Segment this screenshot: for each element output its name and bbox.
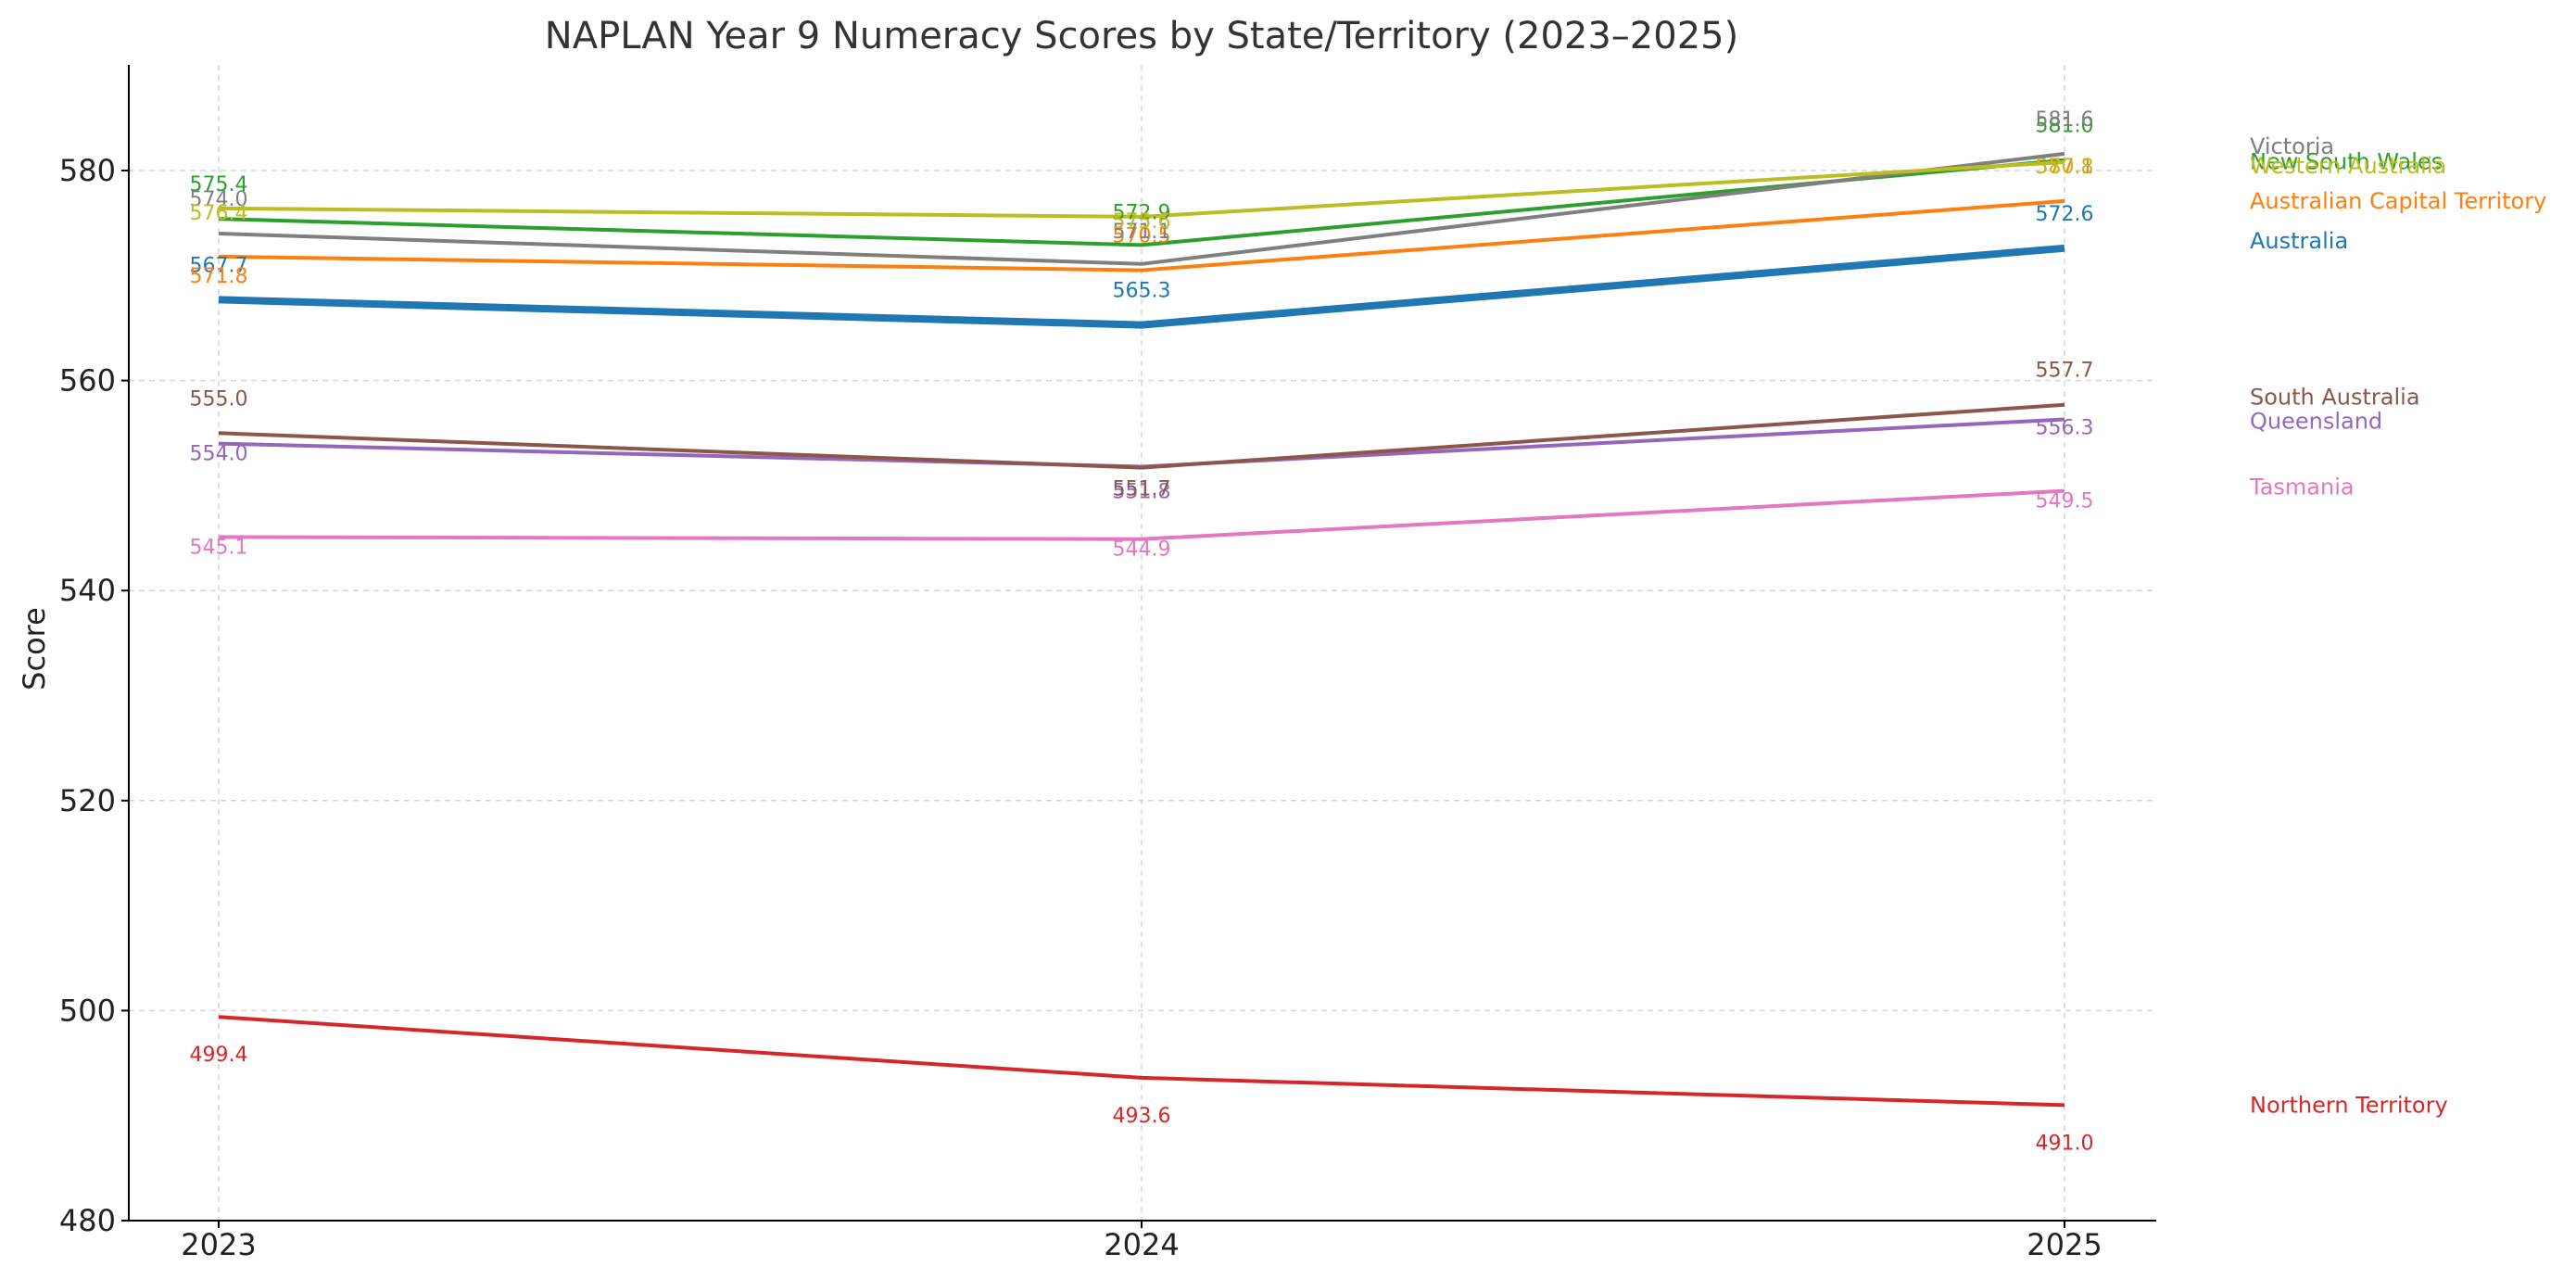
data-label-australian-capital-territory: 570.5: [1113, 225, 1171, 248]
series-name-australian-capital-territory: Australian Capital Territory: [2250, 188, 2546, 214]
data-label-tasmania: 549.5: [2036, 490, 2094, 513]
data-label-northern-territory: 491.0: [2036, 1132, 2094, 1155]
series-line-victoria: [218, 151, 2065, 266]
data-label-northern-territory: 499.4: [190, 1044, 248, 1067]
data-label-victoria: 574.0: [190, 188, 248, 211]
y-tick-label: 540: [59, 573, 116, 608]
gridlines: [129, 65, 2156, 1221]
data-label-victoria: 571.1: [1113, 221, 1171, 244]
data-label-victoria: 581.6: [2036, 108, 2094, 132]
data-label-tasmania: 545.1: [190, 536, 248, 559]
y-tick-label: 580: [59, 153, 116, 188]
data-label-western-australia: 580.8: [2036, 156, 2094, 179]
data-label-western-australia: 575.6: [1113, 210, 1171, 234]
data-label-australia: 567.7: [190, 254, 248, 277]
y-tick-label: 500: [59, 993, 116, 1028]
tick-labels: 480 500 520 540 560 580 2023 2024 2025: [59, 153, 2102, 1262]
series-name-victoria: Victoria: [2250, 133, 2334, 159]
data-label-australian-capital-territory: 577.1: [2036, 156, 2094, 179]
data-label-queensland: 556.3: [2036, 417, 2094, 440]
x-tick-label: 2024: [1104, 1227, 1179, 1262]
data-label-new-south-wales: 581.0: [2036, 115, 2094, 138]
series-name-western-australia: Western Australia: [2250, 153, 2446, 179]
data-label-australia: 565.3: [1113, 280, 1171, 303]
y-axis-label: Score: [17, 607, 52, 690]
y-tick-label: 560: [59, 363, 116, 399]
data-label-western-australia: 576.4: [190, 202, 248, 225]
series-name-tasmania: Tasmania: [2249, 475, 2355, 500]
data-label-northern-territory: 493.6: [1113, 1105, 1171, 1128]
data-label-south-australia: 557.7: [2036, 360, 2094, 383]
series-name-northern-territory: Northern Territory: [2250, 1092, 2448, 1118]
data-label-australian-capital-territory: 571.8: [190, 265, 248, 288]
series-lines: [218, 151, 2065, 1108]
series-name-australia: Australia: [2250, 228, 2348, 254]
series-line-australia: [218, 244, 2065, 329]
data-labels: 567.7 565.3 572.6 571.8 570.5 577.1 575.4 572.9…: [190, 108, 2094, 1156]
data-label-australia: 572.6: [2036, 203, 2094, 226]
data-label-south-australia: 555.0: [190, 387, 248, 411]
data-label-tasmania: 544.9: [1113, 538, 1171, 562]
series-name-queensland: Queensland: [2250, 409, 2382, 435]
data-label-south-australia: 551.7: [1113, 478, 1171, 501]
series-line-new-south-wales: [218, 158, 2065, 247]
y-tick-label: 480: [59, 1203, 116, 1238]
chart-title: NAPLAN Year 9 Numeracy Scores by State/T…: [545, 15, 1738, 57]
y-tick-label: 520: [59, 783, 116, 818]
series-name-new-south-wales: New South Wales: [2250, 149, 2443, 175]
series-line-northern-territory: [218, 1015, 2065, 1108]
series-line-south-australia: [218, 402, 2065, 470]
data-label-new-south-wales: 575.4: [190, 173, 248, 196]
series-name-labels: Australia Australian Capital Territory New…: [2249, 133, 2546, 1119]
x-tick-label: 2023: [181, 1227, 256, 1262]
series-line-tasmania: [218, 488, 2065, 541]
series-line-western-australia: [218, 159, 2065, 219]
series-line-australian-capital-territory: [218, 198, 2065, 272]
data-label-new-south-wales: 572.9: [1113, 201, 1171, 224]
x-tick-label: 2025: [2027, 1227, 2102, 1262]
data-label-queensland: 551.8: [1113, 481, 1171, 504]
series-name-south-australia: South Australia: [2250, 385, 2420, 411]
data-label-queensland: 554.0: [190, 443, 248, 466]
